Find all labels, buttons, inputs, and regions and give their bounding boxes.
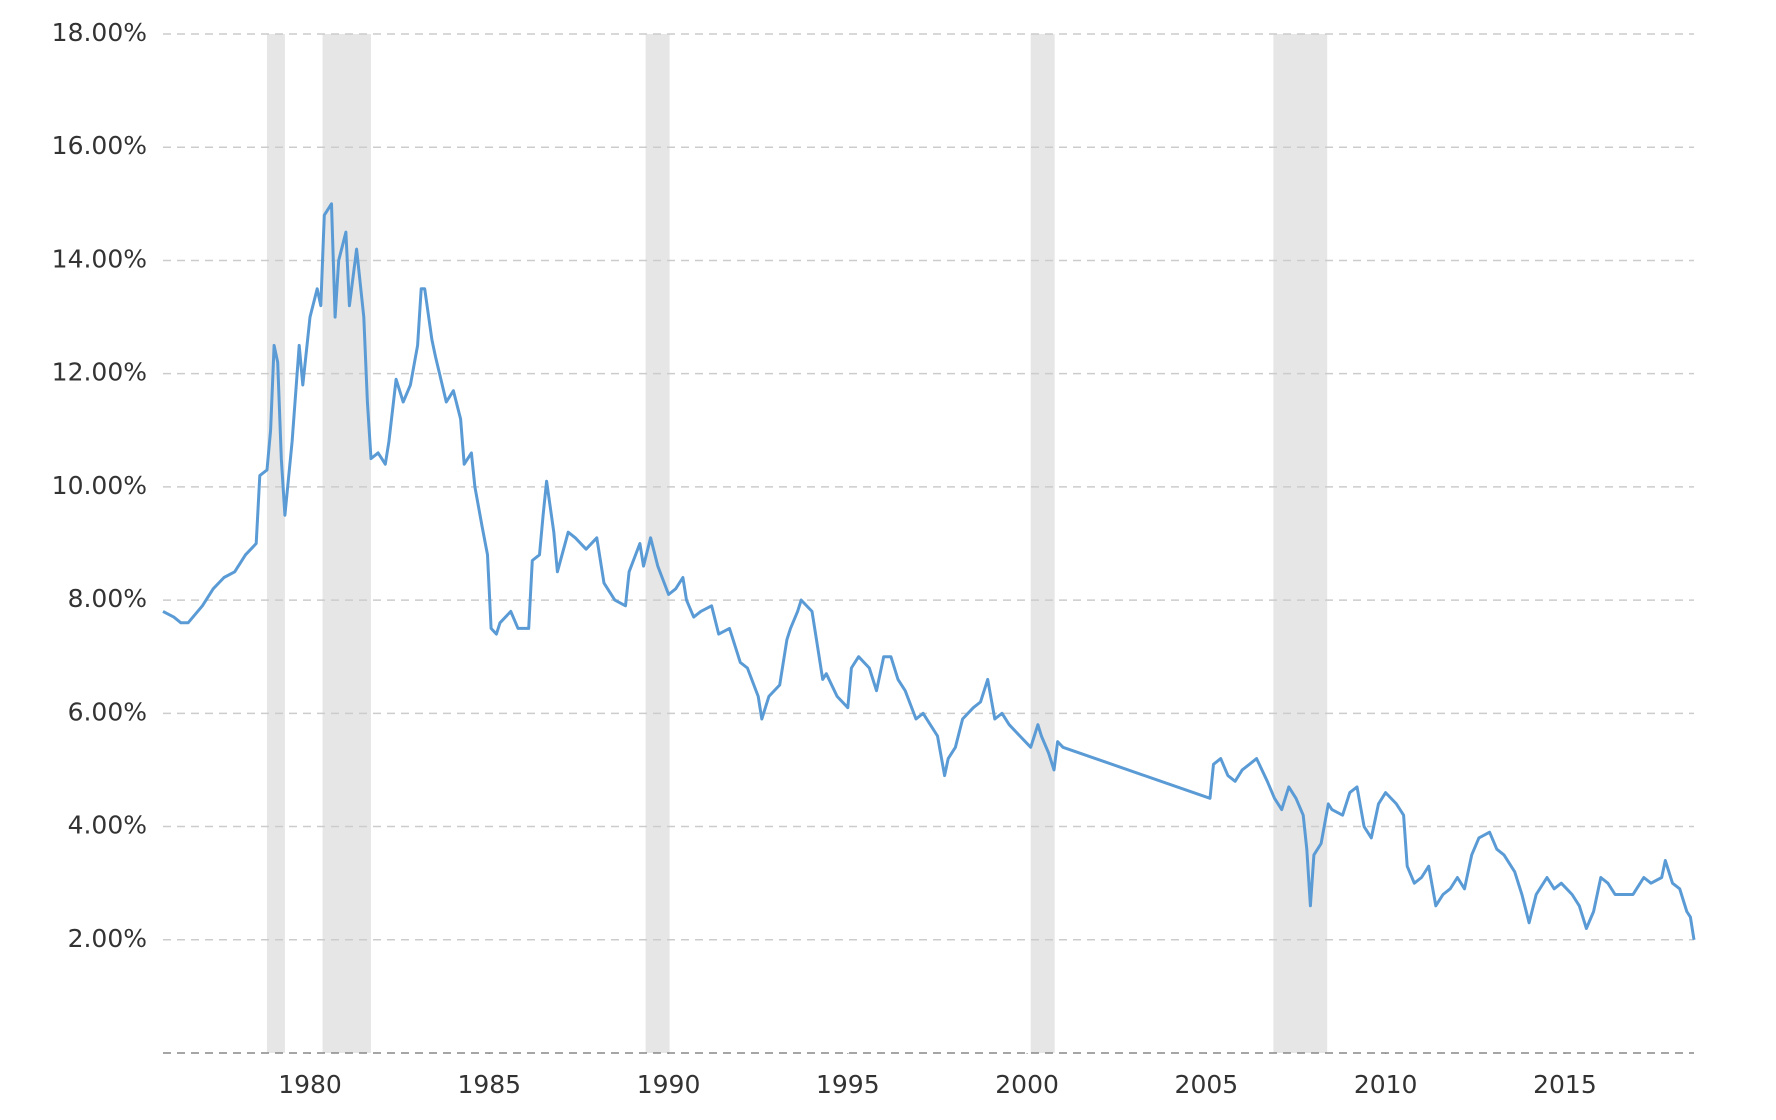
recession-band [1273,34,1328,1053]
y-tick-label: 6.00% [68,697,147,726]
data-line [162,202,1696,941]
x-tick-label: 1990 [637,1070,701,1099]
y-tick-label: 4.00% [68,811,147,840]
x-tick-label: 2010 [1354,1070,1418,1099]
x-tick-label: 2005 [1175,1070,1239,1099]
y-tick-label: 18.00% [52,18,147,47]
recession-band [322,34,371,1053]
x-tick-label: 2015 [1533,1070,1597,1099]
x-tick-label: 2000 [995,1070,1059,1099]
y-tick-label: 8.00% [68,584,147,613]
y-tick-label: 10.00% [52,471,147,500]
x-tick-label: 1995 [816,1070,880,1099]
y-tick-label: 12.00% [52,358,147,387]
y-tick-label: 14.00% [52,244,147,273]
x-tick-label: 1985 [457,1070,521,1099]
recession-band [266,34,285,1053]
y-tick-label: 2.00% [68,924,147,953]
x-tick-label: 1980 [278,1070,342,1099]
y-tick-label: 16.00% [52,131,147,160]
recession-band [1030,34,1055,1053]
